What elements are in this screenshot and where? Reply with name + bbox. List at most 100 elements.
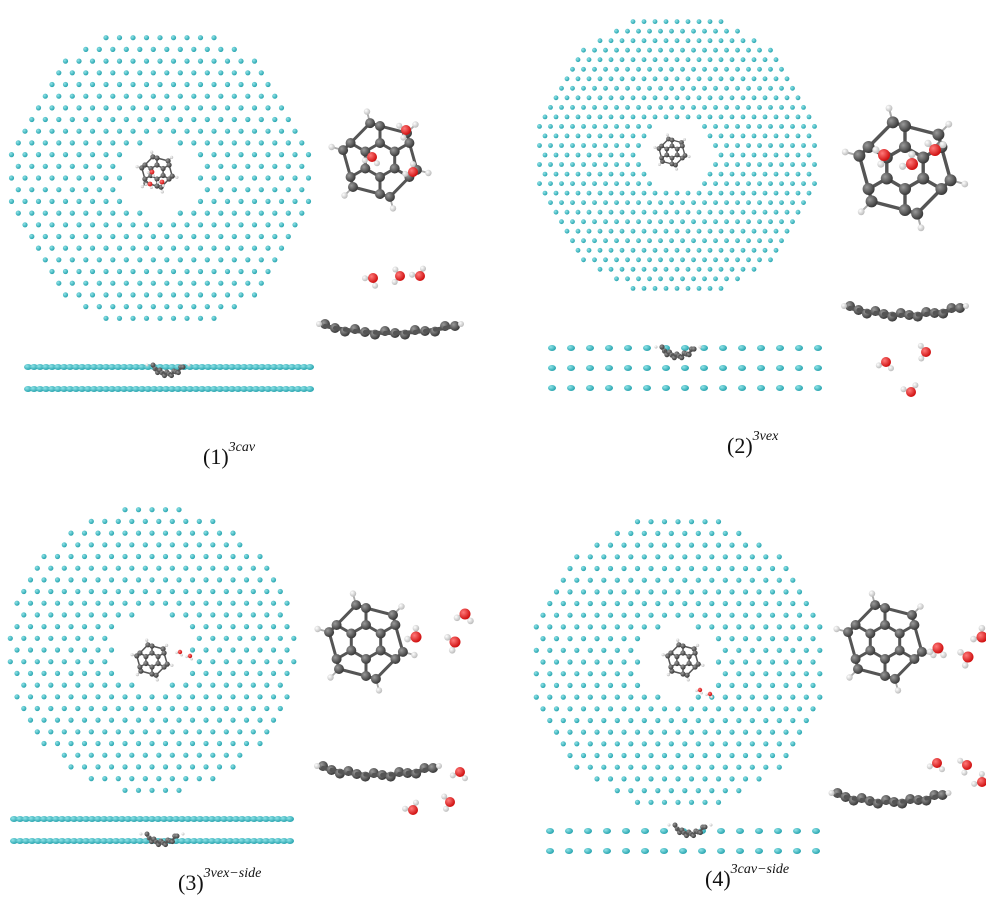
surface-atom-icon [691,257,696,263]
surface-atom-icon [574,764,580,770]
surface-atom-icon [715,776,722,782]
surface-atom-icon [130,292,136,298]
surface-atom-icon [29,116,35,123]
surface-atom-icon [76,245,82,251]
surface-atom-icon [707,19,713,24]
surface-atom-icon [597,152,603,158]
surface-atom-icon [211,175,217,181]
surface-atom-icon [722,788,728,794]
surface-atom-icon [285,210,291,216]
surface-atom-icon [795,152,801,158]
carbon-atom-icon [169,373,174,379]
surface-atom-icon [148,816,156,822]
surface-atom-icon [621,565,627,572]
surface-atom-icon [150,116,156,123]
surface-atom-icon [76,105,82,111]
surface-atom-icon [115,588,121,595]
surface-atom-icon [658,105,663,110]
carbon-atom-icon [155,660,161,667]
surface-atom-icon [751,190,757,196]
surface-atom-icon [21,588,27,595]
surface-atom-icon [594,565,600,572]
surface-atom-icon [191,233,197,240]
carbon-atom-icon [143,653,149,660]
surface-atom-icon [197,292,204,298]
surface-atom-icon [162,507,169,513]
surface-atom-icon [796,589,803,595]
surface-atom-icon [587,764,593,770]
surface-atom-icon [586,171,592,177]
surface-atom-icon [62,105,69,111]
surface-atom-icon [817,671,823,677]
carbon-atom-icon [161,650,167,656]
surface-atom-icon [123,140,129,146]
surface-atom-icon [756,589,762,595]
surface-atom-icon [736,848,744,854]
surface-atom-icon [661,542,668,548]
surface-atom-icon [702,565,708,572]
surface-atom-icon [751,152,757,158]
surface-atom-icon [796,659,803,665]
surface-atom-icon [769,752,776,759]
hydrogen-atom-icon [441,793,448,800]
surface-atom-icon [154,816,162,822]
surface-atom-icon [763,600,769,607]
surface-atom-icon [587,717,593,724]
surface-atom-icon [680,238,685,244]
surface-atom-icon [96,304,102,310]
surface-atom-icon [203,740,209,747]
surface-atom-icon [176,577,182,583]
surface-atom-icon [614,105,619,110]
surface-atom-icon [68,694,74,700]
surface-atom-icon [740,228,746,234]
surface-atom-icon [597,171,603,177]
surface-atom-icon [757,143,762,148]
surface-atom-icon [231,46,237,53]
carbon-atom-icon [331,654,342,664]
surface-atom-icon [769,729,776,735]
hydrogen-atom-icon [444,634,451,641]
surface-atom-icon [674,95,680,101]
surface-atom-icon [196,776,202,782]
surface-atom-icon [548,200,553,206]
surface-atom-icon [216,553,223,560]
surface-atom-icon [42,93,48,99]
surface-atom-icon [61,705,67,712]
surface-atom-icon [34,659,40,665]
surface-atom-icon [707,57,713,63]
surface-atom-icon [250,838,258,844]
surface-atom-icon [695,577,701,583]
surface-atom-icon [60,386,68,392]
surface-atom-icon [27,647,34,653]
surface-atom-icon [674,19,680,24]
surface-atom-icon [702,124,707,129]
surface-atom-icon [548,105,553,110]
hydrogen-atom-icon [151,174,155,178]
surface-atom-icon [150,233,156,240]
surface-atom-icon [257,624,263,630]
surface-atom-icon [183,565,189,571]
surface-atom-icon [614,200,619,206]
surface-atom-icon [265,245,271,251]
surface-atom-icon [784,190,790,196]
surface-atom-icon [69,257,75,263]
surface-atom-icon [608,266,614,272]
surface-atom-icon [285,140,291,146]
surface-atom-icon [619,190,625,196]
surface-atom-icon [603,85,608,91]
surface-atom-icon [715,519,722,525]
surface-atom-icon [735,28,740,34]
surface-atom-icon [647,28,652,34]
water-molecule [156,179,165,188]
surface-atom-icon [203,764,209,770]
surface-atom-icon [135,600,142,606]
surface-atom-icon [112,816,120,822]
surface-atom-icon [776,385,784,391]
surface-atom-icon [8,198,15,204]
hydrogen-atom-icon [710,695,713,699]
surface-atom-icon [669,219,674,225]
surface-atom-icon [641,171,647,177]
surface-atom-icon [736,694,742,700]
surface-atom-icon [746,219,751,225]
surface-atom-icon [790,717,796,724]
